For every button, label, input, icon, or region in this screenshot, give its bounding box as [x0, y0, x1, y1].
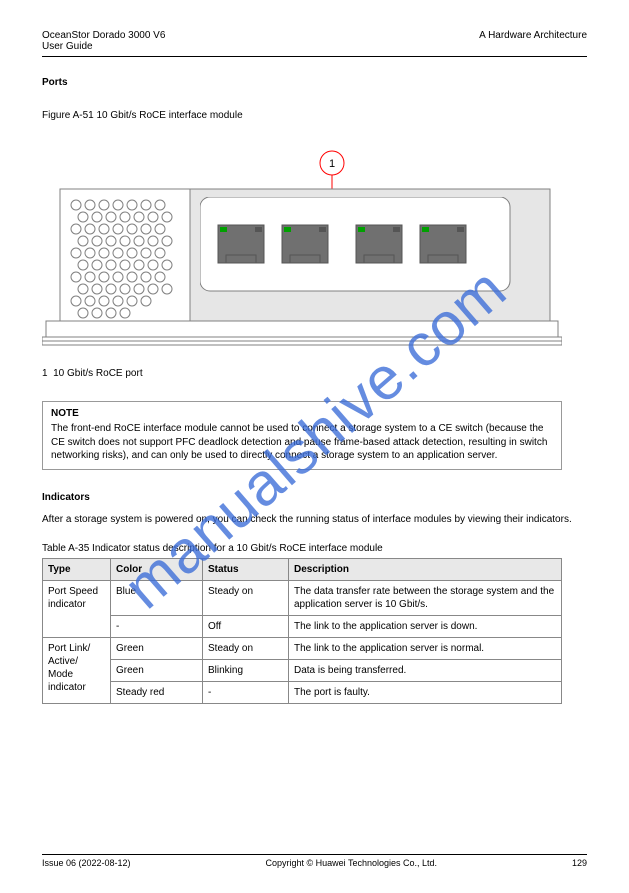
- table-cell: Green: [111, 659, 203, 681]
- indicators-intro: After a storage system is powered on, yo…: [42, 513, 587, 527]
- th-type: Type: [43, 558, 111, 580]
- ports-heading: Ports: [42, 77, 587, 88]
- table-cell: Green: [111, 637, 203, 659]
- th-desc: Description: [289, 558, 562, 580]
- th-color: Color: [111, 558, 203, 580]
- table-cell: Blinking: [203, 659, 289, 681]
- table-cell: Port Link/ Active/ Mode indicator: [43, 637, 111, 703]
- note-head: NOTE: [51, 408, 553, 419]
- doc-subtitle: User Guide: [42, 41, 93, 52]
- table-cell: The data transfer rate between the stora…: [289, 580, 562, 615]
- table-cell: Port Speed indicator: [43, 580, 111, 637]
- doc-title: OceanStor Dorado 3000 V6: [42, 30, 165, 41]
- figure-legend: 1 10 Gbit/s RoCE port: [42, 368, 143, 379]
- figure-title: Figure A-51 10 Gbit/s RoCE interface mod…: [42, 110, 587, 121]
- table-cell: Blue: [111, 580, 203, 615]
- table-cell: -: [203, 681, 289, 703]
- indicators-heading: Indicators: [42, 492, 587, 503]
- table-cell: Data is being transferred.: [289, 659, 562, 681]
- doc-section: A Hardware Architecture: [479, 30, 587, 52]
- table-cell: Steady red: [111, 681, 203, 703]
- footer-right: 129: [572, 858, 587, 868]
- table-cell: Steady on: [203, 580, 289, 615]
- th-status: Status: [203, 558, 289, 580]
- footer-center: Copyright © Huawei Technologies Co., Ltd…: [265, 858, 437, 868]
- table-cell: The port is faulty.: [289, 681, 562, 703]
- device-figure: 1: [42, 127, 562, 357]
- indicator-table: Type Color Status Description Port Speed…: [42, 558, 562, 704]
- table-cell: Off: [203, 615, 289, 637]
- table-cell: The link to the application server is do…: [289, 615, 562, 637]
- svg-text:1: 1: [329, 158, 335, 170]
- footer-left: Issue 06 (2022-08-12): [42, 858, 131, 868]
- table-cell: The link to the application server is no…: [289, 637, 562, 659]
- table-cell: -: [111, 615, 203, 637]
- table-title: Table A-35 Indicator status description …: [42, 543, 587, 554]
- note-body: The front-end RoCE interface module cann…: [51, 422, 553, 463]
- note-box: NOTE The front-end RoCE interface module…: [42, 401, 562, 470]
- table-cell: Steady on: [203, 637, 289, 659]
